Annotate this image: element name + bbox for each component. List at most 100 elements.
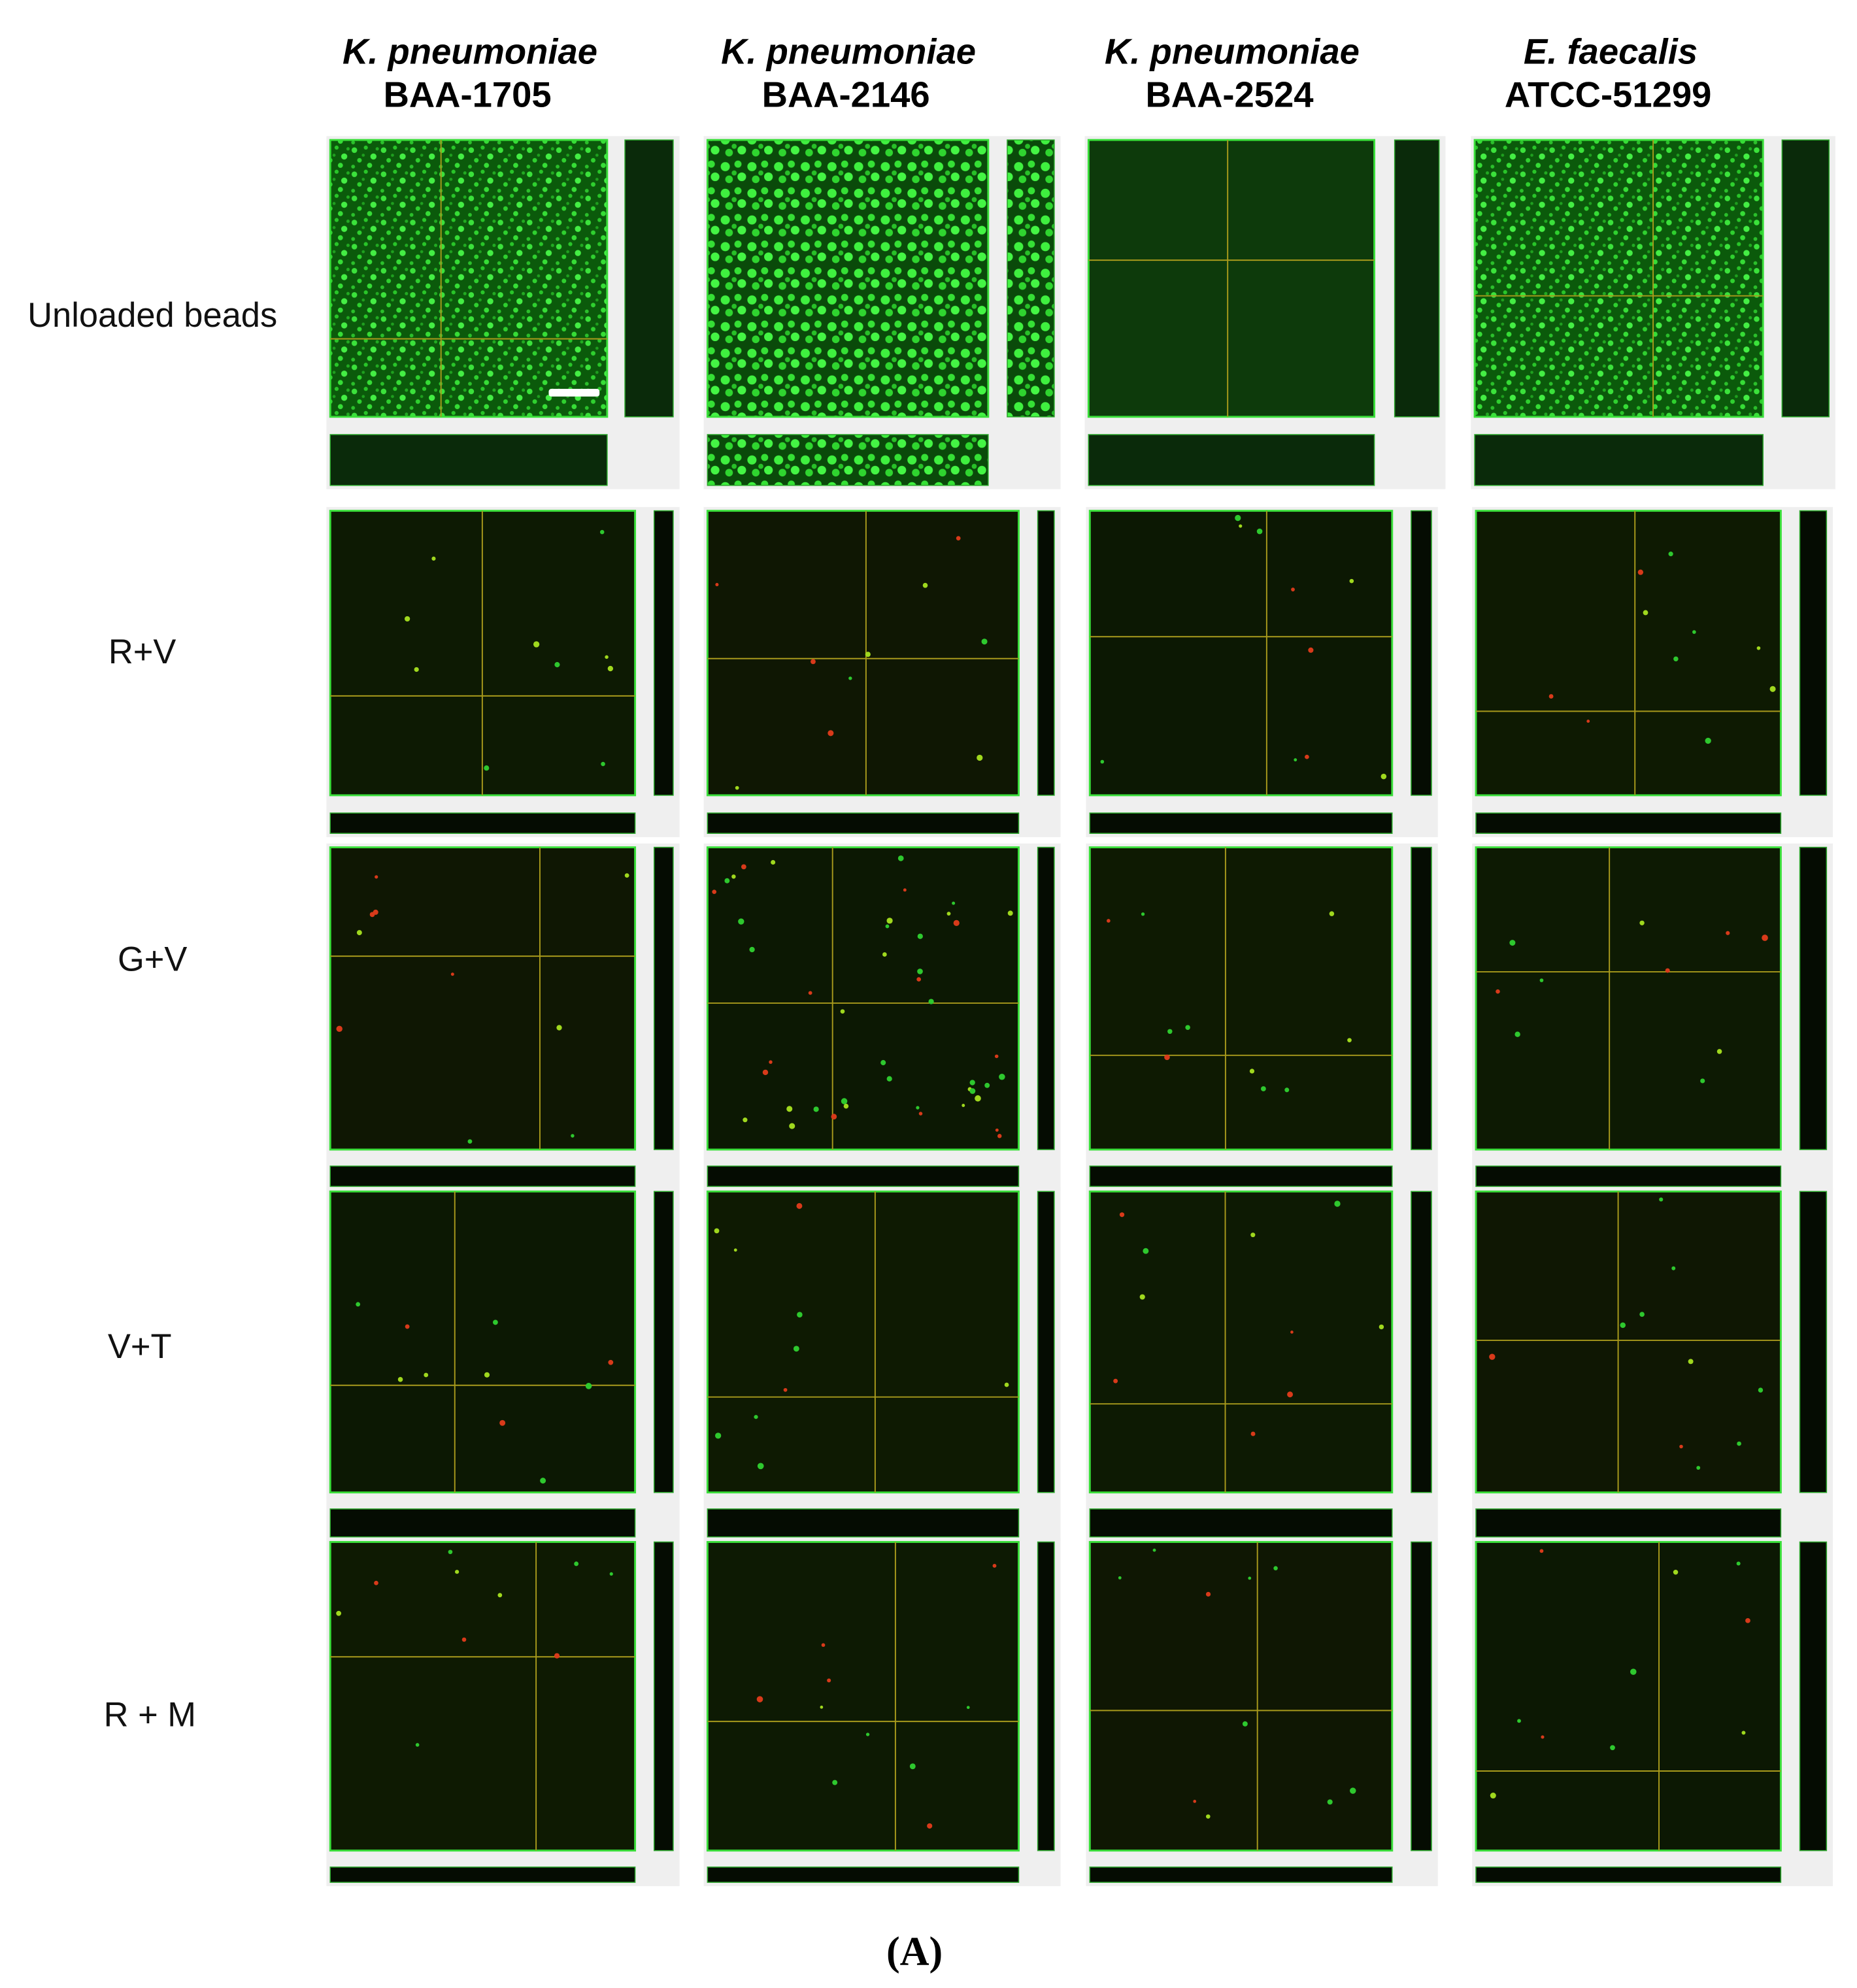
cell-dot bbox=[624, 873, 629, 878]
xz-strip bbox=[1475, 1866, 1782, 1883]
caption: (A) bbox=[886, 1930, 943, 1974]
cell-dot bbox=[832, 1780, 838, 1785]
cell-dot bbox=[909, 1763, 916, 1770]
cell-dot bbox=[771, 859, 776, 865]
yz-strip bbox=[1394, 139, 1440, 418]
cell-dot bbox=[431, 556, 436, 561]
cell-dot bbox=[952, 901, 956, 905]
cell-dot bbox=[1100, 759, 1105, 764]
cell-dot bbox=[1305, 754, 1309, 759]
xz-strip bbox=[329, 1866, 636, 1883]
cell-dot bbox=[461, 1637, 467, 1642]
cell-dot bbox=[404, 616, 410, 622]
cell-dot bbox=[1139, 1294, 1145, 1300]
cell-dot bbox=[1193, 1800, 1197, 1803]
cell-dot bbox=[1700, 1078, 1705, 1084]
cell-dot bbox=[918, 1112, 923, 1116]
yz-strip bbox=[1799, 510, 1828, 796]
cell-dot bbox=[821, 1643, 826, 1648]
cell-dot bbox=[1736, 1561, 1741, 1566]
xz-strip bbox=[1475, 1508, 1782, 1538]
cell-dot bbox=[467, 1139, 473, 1144]
cell-dot bbox=[455, 1570, 460, 1574]
row-label: V+T bbox=[108, 1328, 172, 1366]
cell-dot bbox=[735, 786, 739, 790]
cell-dot bbox=[1141, 912, 1145, 916]
yz-strip bbox=[624, 139, 674, 418]
column-species: K. pneumoniae bbox=[1105, 32, 1360, 72]
cell-dot bbox=[956, 536, 961, 541]
cell-dot bbox=[916, 977, 921, 982]
xy-panel bbox=[329, 1190, 637, 1494]
cell-dot bbox=[424, 1372, 429, 1378]
cell-dot bbox=[886, 918, 893, 924]
cell-dot bbox=[1250, 1233, 1256, 1238]
cell-dot bbox=[448, 1549, 453, 1555]
yz-strip bbox=[1037, 510, 1055, 796]
cell-dot bbox=[1349, 578, 1354, 584]
column-species: E. faecalis bbox=[1524, 32, 1698, 72]
cell-dot bbox=[754, 1415, 758, 1419]
cell-dot bbox=[840, 1009, 845, 1014]
xz-strip bbox=[1475, 812, 1782, 834]
panels bbox=[326, 136, 1835, 1887]
yz-strip bbox=[1411, 846, 1432, 1150]
cell-dot bbox=[741, 864, 746, 870]
xy-panel bbox=[706, 1190, 1020, 1494]
cell-dot bbox=[1696, 1466, 1701, 1470]
cell-dot bbox=[796, 1202, 803, 1209]
cell-dot bbox=[984, 1082, 990, 1088]
cell-dot bbox=[1185, 1025, 1190, 1031]
cell-dot bbox=[1745, 1617, 1750, 1623]
cell-dot bbox=[1379, 1324, 1384, 1330]
cell-dot bbox=[992, 1564, 997, 1568]
xy-panel bbox=[1088, 1190, 1394, 1494]
xy-panel bbox=[706, 846, 1020, 1151]
cell-dot bbox=[813, 1106, 819, 1112]
cell-dot bbox=[533, 641, 540, 648]
cell-dot bbox=[1630, 1668, 1637, 1675]
cell-dot bbox=[1490, 1792, 1496, 1799]
cell-dot bbox=[715, 1433, 722, 1439]
cell-dot bbox=[922, 582, 928, 588]
yz-strip bbox=[653, 846, 674, 1150]
cell-dot bbox=[769, 1060, 773, 1064]
cell-dot bbox=[756, 1696, 763, 1702]
xz-strip bbox=[707, 1508, 1020, 1538]
cell-dot bbox=[886, 1076, 892, 1082]
cell-dot bbox=[336, 1610, 342, 1616]
cell-dot bbox=[820, 1705, 824, 1709]
cell-dot bbox=[1334, 1201, 1341, 1207]
cell-dot bbox=[1350, 1787, 1356, 1794]
cell-dot bbox=[1205, 1814, 1211, 1819]
yz-strip bbox=[1411, 1541, 1432, 1851]
cell-dot bbox=[749, 946, 755, 953]
xz-strip bbox=[1474, 434, 1764, 486]
cell-dot bbox=[811, 659, 816, 665]
cell-dot bbox=[1688, 1359, 1694, 1365]
cell-dot bbox=[841, 1098, 848, 1104]
cell-dot bbox=[1705, 737, 1711, 744]
cell-dot bbox=[927, 1823, 933, 1829]
yz-strip bbox=[653, 1541, 674, 1851]
cell-dot bbox=[1726, 931, 1730, 935]
cell-dot bbox=[609, 1572, 613, 1576]
xz-strip bbox=[329, 1508, 636, 1538]
xy-panel bbox=[329, 1541, 637, 1852]
cell-dot bbox=[1167, 1029, 1173, 1035]
cell-dot bbox=[336, 1025, 343, 1033]
column-species: K. pneumoniae bbox=[343, 32, 597, 72]
xy-panel bbox=[1475, 846, 1782, 1151]
cell-dot bbox=[1380, 773, 1387, 780]
yz-strip bbox=[1037, 1541, 1055, 1851]
xy-panel bbox=[706, 139, 990, 418]
cell-dot bbox=[405, 1324, 410, 1329]
cell-dot bbox=[397, 1377, 403, 1382]
cell-dot bbox=[994, 1054, 999, 1059]
xz-strip bbox=[707, 434, 989, 486]
cell-dot bbox=[731, 874, 736, 879]
yz-strip bbox=[1037, 1191, 1055, 1493]
cell-dot bbox=[1004, 1382, 1009, 1387]
cell-dot bbox=[1643, 610, 1648, 616]
